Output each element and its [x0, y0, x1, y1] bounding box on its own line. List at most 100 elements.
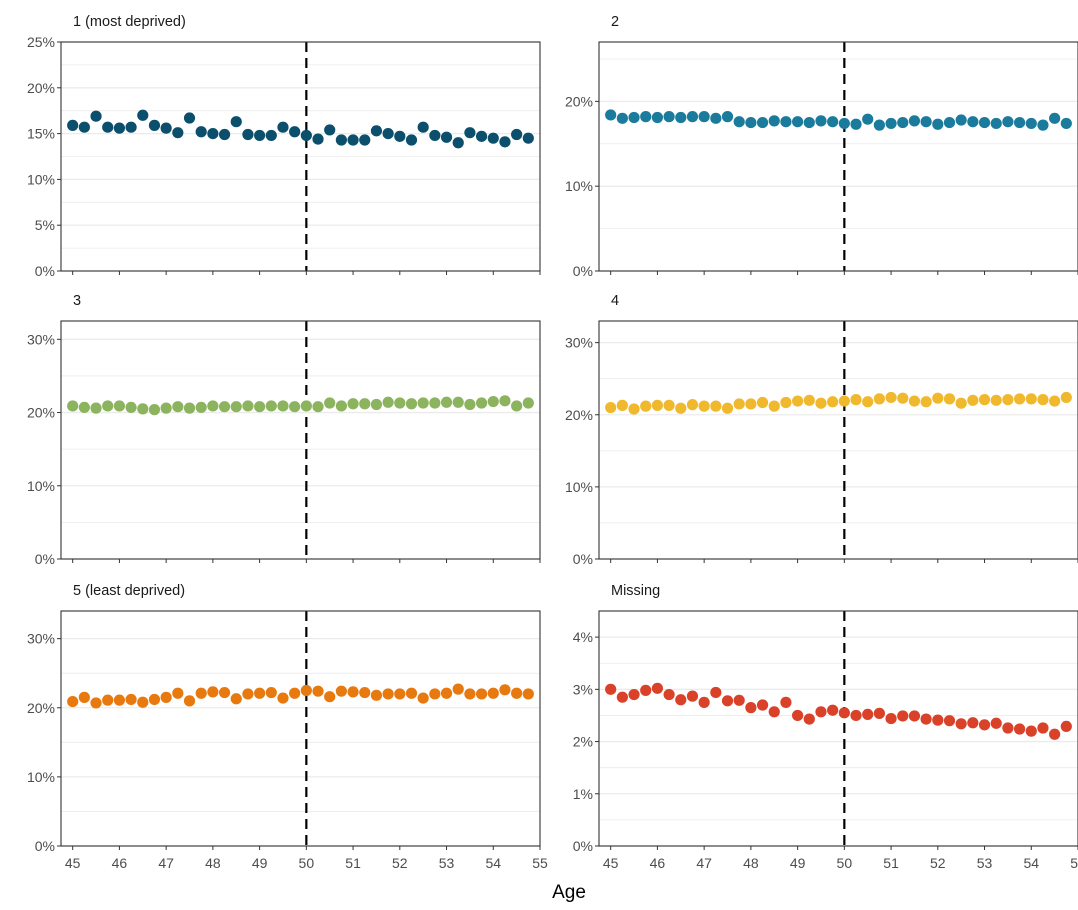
data-point [978, 394, 991, 406]
data-point [359, 134, 371, 146]
data-point [230, 693, 242, 705]
data-point [464, 398, 476, 411]
y-tick-label: 30% [27, 631, 55, 647]
y-tick-label: 30% [27, 331, 55, 347]
data-point [721, 402, 734, 414]
data-point [475, 688, 488, 700]
data-point [382, 688, 394, 700]
panel-title: 4 [611, 293, 619, 309]
data-point [710, 686, 722, 699]
data-point [102, 121, 114, 133]
data-point [312, 685, 324, 697]
data-point [1049, 728, 1061, 740]
y-tick-label: 15% [27, 126, 55, 142]
data-point [710, 400, 722, 412]
panel-border [598, 610, 1078, 847]
data-point [850, 394, 862, 406]
data-point [686, 399, 699, 411]
data-point [827, 396, 839, 408]
data-point [932, 714, 944, 726]
data-point [102, 400, 114, 412]
data-point [382, 396, 394, 408]
data-point [499, 395, 511, 407]
data-point [721, 695, 734, 707]
data-point [745, 702, 757, 714]
x-tick-label: 53 [977, 855, 993, 871]
data-point [967, 717, 979, 729]
data-point [347, 686, 359, 698]
data-point [1025, 725, 1037, 737]
data-point [733, 694, 745, 706]
data-point [487, 687, 499, 699]
data-point [475, 130, 488, 142]
x-tick-label: 47 [158, 855, 174, 871]
data-point [148, 404, 161, 416]
data-point [324, 124, 336, 136]
data-point [1025, 393, 1037, 405]
data-point [405, 134, 418, 146]
data-point [897, 710, 909, 722]
y-tick-label: 20% [27, 700, 55, 716]
data-point [768, 400, 780, 412]
data-point [908, 115, 921, 127]
data-point [838, 395, 850, 407]
data-point [955, 114, 967, 126]
panel-border [60, 41, 541, 272]
y-tick-label: 10% [27, 769, 55, 785]
y-tick-label: 4% [573, 629, 593, 645]
data-point [698, 111, 710, 123]
data-point [137, 109, 149, 121]
panel-title: 2 [611, 14, 619, 30]
panel-border [60, 320, 541, 560]
data-point [885, 391, 897, 404]
data-point [475, 397, 488, 409]
data-point [218, 686, 231, 699]
data-point [1013, 116, 1026, 129]
panel-border [598, 320, 1078, 560]
data-point [160, 122, 172, 134]
data-point [827, 116, 839, 128]
data-point [675, 111, 687, 124]
data-point [370, 398, 383, 411]
data-point [254, 687, 266, 699]
data-point [756, 116, 769, 129]
data-point [780, 116, 792, 128]
y-tick-label: 0% [35, 551, 55, 567]
data-point [943, 116, 956, 129]
data-point [838, 707, 850, 719]
data-point [908, 710, 921, 722]
y-tick-label: 10% [565, 178, 593, 194]
data-point [137, 403, 149, 415]
data-point [628, 403, 640, 415]
data-point [628, 111, 640, 124]
data-point [605, 109, 617, 121]
data-point [440, 687, 453, 699]
data-point [370, 125, 383, 137]
data-point [125, 401, 137, 414]
data-point [780, 696, 792, 708]
data-point [172, 687, 184, 699]
data-point [675, 402, 687, 414]
panel-title: 5 (least deprived) [73, 583, 185, 599]
data-point [335, 400, 347, 412]
data-point [932, 118, 944, 130]
data-point [265, 686, 277, 699]
data-point [663, 688, 675, 701]
data-point [113, 122, 126, 134]
data-point [721, 111, 734, 123]
data-point [300, 684, 312, 697]
data-point [499, 136, 511, 148]
data-point [1002, 116, 1014, 128]
data-point [616, 399, 628, 411]
y-tick-label: 1% [573, 786, 593, 802]
data-point [640, 111, 652, 123]
y-tick-label: 0% [35, 263, 55, 279]
data-point [324, 397, 336, 409]
y-tick-label: 30% [565, 335, 593, 351]
data-point [1002, 722, 1014, 734]
y-tick-label: 0% [35, 838, 55, 854]
data-point [745, 116, 757, 129]
x-tick-label: 52 [930, 855, 946, 871]
data-point [873, 119, 885, 131]
x-tick-label: 55 [532, 855, 548, 871]
